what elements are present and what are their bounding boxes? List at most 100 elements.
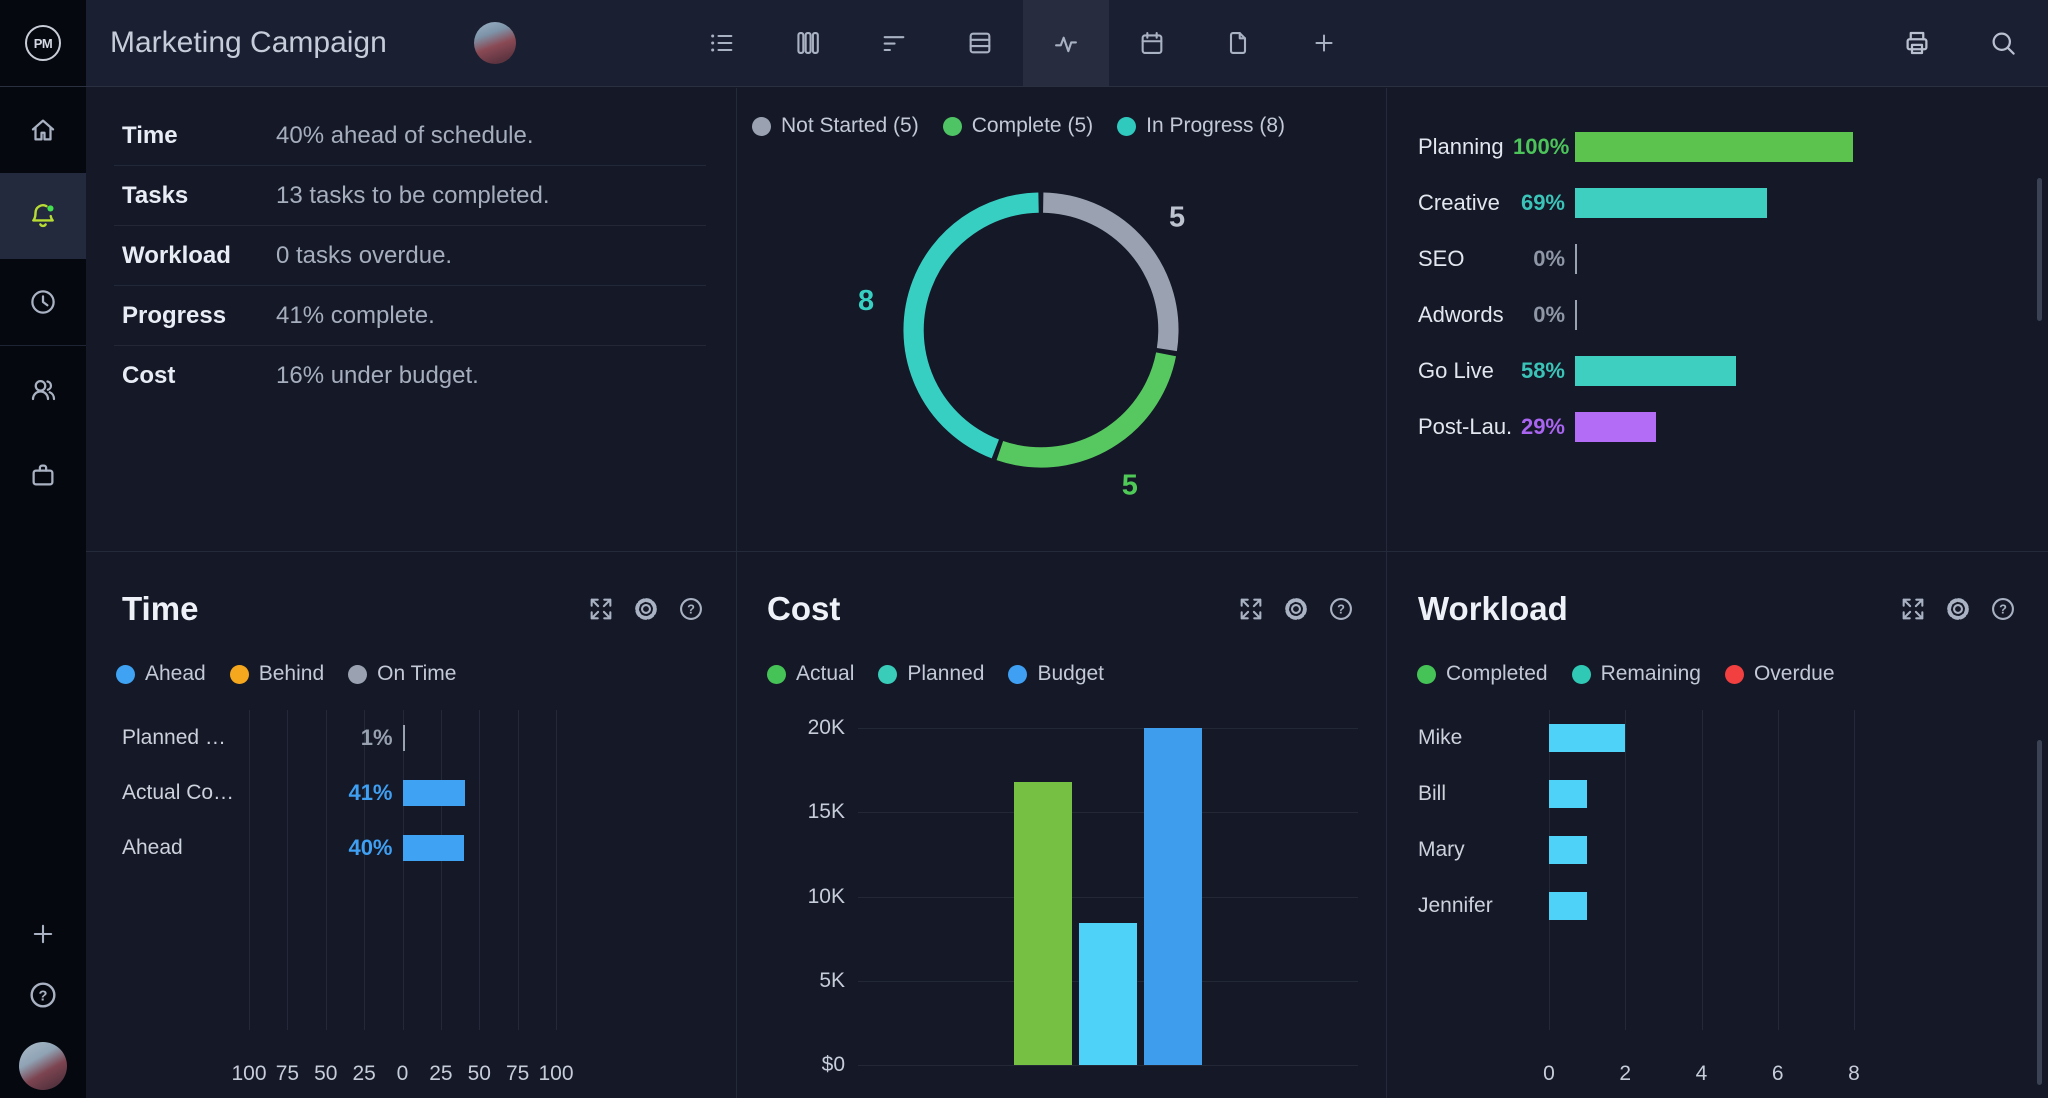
legend-item: Not Started (5) xyxy=(752,114,919,138)
summary-row: Tasks 13 tasks to be completed. xyxy=(86,166,736,226)
legend-label: On Time xyxy=(377,662,457,685)
plus-icon xyxy=(1315,34,1333,52)
tab-list[interactable] xyxy=(679,0,765,86)
sidebar-item-notifications[interactable] xyxy=(0,173,86,259)
phase-row: Post-Lau... 29% xyxy=(1387,399,2048,455)
tab-gantt[interactable] xyxy=(851,0,937,86)
expand-button[interactable] xyxy=(586,594,616,624)
plus-icon xyxy=(33,924,53,944)
bar xyxy=(1549,836,1588,864)
phase-percent: 0% xyxy=(1533,246,1565,271)
gear-icon xyxy=(635,598,657,620)
donut-value-label: 8 xyxy=(858,285,874,317)
phase-row: Adwords 0% xyxy=(1387,287,2048,343)
pm-logo-icon: PM xyxy=(25,25,61,61)
legend-item: Planned xyxy=(878,662,984,686)
phase-row: Creative 69% xyxy=(1387,175,2048,231)
cost-legend: Actual Planned Budget xyxy=(767,662,1104,686)
bar-planned xyxy=(1079,923,1137,1065)
settings-button[interactable] xyxy=(1943,594,1973,624)
sidebar-item-team[interactable] xyxy=(0,346,86,432)
topbar-actions xyxy=(1874,0,2046,86)
tab-dashboard[interactable] xyxy=(1023,0,1109,86)
phase-progress-panel: Planning 100% Creative 69% SEO 0% Adwords 0% Go … xyxy=(1387,88,2048,552)
stat-label: Cost xyxy=(122,362,176,389)
time-panel-title: Time xyxy=(122,590,199,627)
sidebar-item-portfolio[interactable] xyxy=(0,432,86,518)
gridline xyxy=(1549,710,1550,1030)
gantt-icon xyxy=(883,36,905,52)
sidebar-item-recent[interactable] xyxy=(0,259,86,345)
help-circle-icon: ? xyxy=(1992,598,2014,620)
gridline xyxy=(858,896,1358,898)
legend-label: Actual xyxy=(796,662,855,685)
gridline xyxy=(1854,710,1855,1030)
legend-dot xyxy=(767,664,786,684)
summary-row: Progress 41% complete. xyxy=(86,286,736,346)
value-label: 40% xyxy=(348,835,393,860)
legend-dot xyxy=(1117,116,1137,136)
legend-item: In Progress (8) xyxy=(1117,114,1285,138)
phase-bar-track xyxy=(1575,300,1853,330)
axis-tick-label: 2 xyxy=(1619,1062,1632,1085)
tab-files[interactable] xyxy=(1195,0,1281,86)
project-owner-avatar[interactable] xyxy=(474,22,516,64)
briefcase-icon xyxy=(32,464,54,486)
search-button[interactable] xyxy=(1960,0,2046,86)
sidebar-item-home[interactable] xyxy=(0,87,86,173)
legend-label: Behind xyxy=(258,662,325,685)
legend-dot xyxy=(752,116,771,136)
phase-bar-track xyxy=(1575,244,1853,274)
sheet-icon xyxy=(969,32,991,54)
team-icon xyxy=(31,379,56,401)
tab-board[interactable] xyxy=(765,0,851,86)
legend-label: Budget xyxy=(1037,662,1105,685)
sidebar-footer: ? xyxy=(0,920,86,1090)
scrollbar-thumb[interactable] xyxy=(2037,178,2042,321)
gridline xyxy=(325,710,327,1030)
settings-button[interactable] xyxy=(1281,594,1311,624)
settings-button[interactable] xyxy=(631,594,661,624)
legend-label: Ahead xyxy=(145,662,206,685)
phase-bar-track xyxy=(1575,188,1853,218)
axis-tick-label: 6 xyxy=(1771,1062,1784,1085)
axis-tick-label: 50 xyxy=(314,1062,338,1085)
gridline xyxy=(1777,710,1779,1030)
expand-button[interactable] xyxy=(1898,594,1928,624)
add-button[interactable] xyxy=(29,920,57,953)
scrollbar-thumb[interactable] xyxy=(2037,740,2042,1085)
axis-tick-label: 4 xyxy=(1695,1062,1708,1085)
user-avatar[interactable] xyxy=(19,1042,67,1090)
cost-panel: Cost ? Actual Planned Budget $0 5K 10K 15K 20K xyxy=(737,552,1387,1098)
help-button[interactable]: ? xyxy=(676,594,706,624)
gridline xyxy=(858,728,1358,729)
gridline xyxy=(1701,710,1703,1030)
phase-bar-track xyxy=(1575,356,1853,386)
tab-calendar[interactable] xyxy=(1109,0,1195,86)
app-logo[interactable]: PM xyxy=(0,0,86,86)
axis-tick-label: 75 xyxy=(275,1062,300,1085)
workload-panel: Workload ? Completed Remaining Overdue Mik… xyxy=(1387,552,2048,1098)
phase-bar-track xyxy=(1575,412,1853,442)
gear-icon xyxy=(1947,598,1969,620)
bar-actual xyxy=(1014,781,1072,1065)
axis-tick-label: 0 xyxy=(1543,1062,1555,1085)
tab-sheet[interactable] xyxy=(937,0,1023,86)
axis-tick-label: 20K xyxy=(807,716,845,739)
board-icon xyxy=(797,32,819,54)
tab-add-view[interactable] xyxy=(1281,0,1367,86)
category-label: Ahead xyxy=(122,836,183,859)
gridline xyxy=(364,710,366,1030)
workload-chart: Mike Bill Mary Jennifer 0 2 4 6 8 xyxy=(1418,710,2018,1098)
print-button[interactable] xyxy=(1874,0,1960,86)
legend-dot xyxy=(878,664,898,684)
bar xyxy=(1549,780,1588,808)
axis-tick-label: 25 xyxy=(429,1062,453,1085)
legend-item: Complete (5) xyxy=(942,114,1093,138)
help-button[interactable]: ? xyxy=(1988,594,2018,624)
help-button[interactable]: ? xyxy=(27,979,59,1016)
donut-svg: 5 5 8 xyxy=(858,192,1185,501)
help-button[interactable]: ? xyxy=(1326,594,1356,624)
expand-button[interactable] xyxy=(1236,594,1266,624)
workload-legend: Completed Remaining Overdue xyxy=(1417,662,1835,686)
